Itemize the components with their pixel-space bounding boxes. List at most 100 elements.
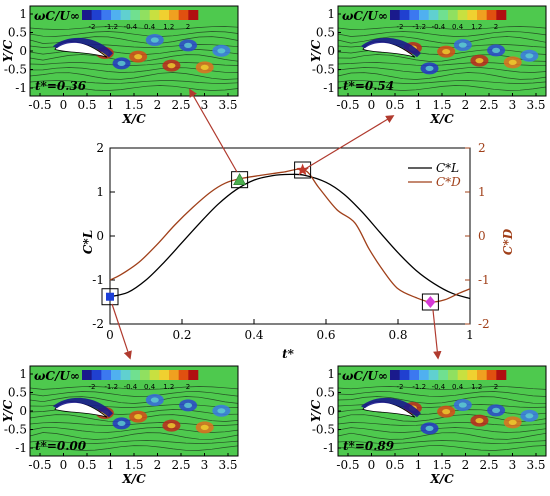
colorbar-swatch [188, 370, 199, 380]
snapshot-time-label: t*=0.00 [35, 439, 87, 453]
snapshot-x-tick-label: -0.5 [28, 458, 51, 472]
colorbar-swatch [486, 370, 497, 380]
vortex-core [117, 60, 126, 66]
vortex-core [508, 59, 517, 65]
streamline [29, 396, 239, 404]
snapshot-x-tick-label: 1.5 [432, 458, 451, 472]
streamline [29, 85, 239, 91]
snapshot-x-tick-label: 3 [201, 98, 209, 112]
streamline [337, 432, 547, 440]
legend-label-cl: C*L [436, 161, 459, 175]
snapshot-y-tick-label: 0 [19, 44, 27, 58]
y-left-axis-label: C*L [81, 230, 95, 254]
x-tick-label: 1 [466, 328, 474, 342]
connector-arrows [111, 88, 442, 360]
colorbar-title: ωC/U∞ [34, 369, 80, 383]
colorbar-swatch [101, 370, 112, 380]
streamline [337, 85, 547, 91]
colorbar-swatch [91, 10, 102, 20]
vortex-core [508, 419, 517, 425]
snapshot-x-tick-label: 0.5 [77, 458, 96, 472]
snapshot-x-tick-label: 0.5 [385, 98, 404, 112]
snapshot-x-tick-label: 0.5 [385, 458, 404, 472]
streamline [337, 72, 547, 80]
x-tick-label: 0.4 [244, 328, 263, 342]
snapshot-panel-t036: ωC/U∞-2 -1.2 -0.4 0.4 1.2 2t*=0.3610.50-0.5-1… [1, 5, 239, 126]
vortex-core [184, 402, 193, 408]
colorbar-tick-label: -2 [397, 383, 404, 391]
snapshot-y-tick-label: -1 [15, 441, 27, 455]
snapshot-y-axis-label: Y/C [1, 39, 15, 62]
snapshot-y-tick-label: 0 [327, 404, 335, 418]
snapshot-y-tick-label: -0.5 [312, 63, 335, 77]
streamline [29, 440, 239, 444]
colorbar-swatch [169, 10, 179, 20]
snapshot-x-axis-label: X/C [121, 112, 146, 126]
vortex-core [475, 58, 484, 64]
snapshot-y-tick-label: 1 [19, 367, 27, 381]
snapshot-y-tick-label: 0.5 [8, 26, 27, 40]
marker-triangle [233, 173, 247, 185]
x-tick-label: 0.6 [316, 328, 335, 342]
colorbar-tick-label: 1.2 [471, 383, 482, 391]
vortex-core [425, 425, 434, 431]
streamline [29, 31, 239, 37]
snapshot-x-tick-label: 2.5 [171, 98, 190, 112]
y-left-tick-label: 1 [96, 185, 104, 199]
colorbar-tick-label: -2 [397, 23, 404, 31]
vortex-core [442, 409, 451, 415]
legend: C*L C*D [408, 161, 461, 189]
snapshot-y-tick-label: 1 [327, 7, 335, 21]
vortex-core [525, 53, 534, 59]
vortex-core [475, 418, 484, 424]
colorbar-swatch [448, 10, 458, 20]
snapshot-x-tick-label: 2 [462, 98, 470, 112]
colorbar-tick-label: 1.2 [163, 23, 174, 31]
vortex-core [200, 424, 209, 430]
colorbar-tick-label: 1.2 [163, 383, 174, 391]
marker-box [421, 293, 439, 311]
snapshot-x-tick-label: 3.5 [218, 458, 237, 472]
marker-star [296, 163, 309, 176]
colorbar-swatch [120, 370, 131, 380]
snapshot-y-tick-label: -0.5 [312, 423, 335, 437]
colorbar-title: ωC/U∞ [342, 9, 388, 23]
snapshot-x-tick-label: 1 [415, 98, 423, 112]
colorbar-swatch [428, 370, 439, 380]
y-right-axis-label: C*D [501, 228, 515, 255]
streamline [337, 36, 547, 44]
colorbar-tick-label: 1.2 [471, 23, 482, 31]
x-axis-label: t* [282, 347, 295, 361]
colorbar-swatch [149, 370, 160, 380]
vortex-core [492, 47, 501, 54]
arrow-to-t054 [304, 115, 395, 170]
snapshot-x-tick-label: 3 [201, 458, 209, 472]
colorbar-swatch [448, 370, 458, 380]
streamline [337, 67, 547, 73]
vortex-core [217, 48, 226, 54]
colorbar-tick-label: -1.2 [104, 383, 118, 391]
colorbar-tick-label: -0.4 [432, 383, 446, 391]
colorbar-tick-label: 0.4 [144, 23, 156, 31]
colorbar-swatch [467, 370, 478, 380]
colorbar-swatch [390, 370, 400, 380]
colorbar-tick-label: -0.4 [124, 383, 138, 391]
colorbar-tick-label: -1.2 [104, 23, 118, 31]
snapshot-y-axis-label: Y/C [309, 399, 323, 422]
y-left-tick-label: 0 [96, 229, 104, 243]
colorbar-tick-label: -0.4 [432, 23, 446, 31]
legend-label-cd: C*D [436, 175, 461, 189]
vortex-core [184, 42, 193, 49]
colorbar-swatch [140, 370, 150, 380]
y-left-tick-label: -1 [92, 273, 104, 287]
colorbar-swatch [496, 10, 507, 20]
snapshot-y-tick-label: 0.5 [8, 386, 27, 400]
snapshot-x-tick-label: 0 [60, 98, 68, 112]
snapshot-x-tick-label: -0.5 [336, 98, 359, 112]
colorbar-swatch [101, 10, 112, 20]
colorbar-swatch [419, 370, 429, 380]
snapshot-time-label: t*=0.36 [35, 79, 87, 93]
colorbar-swatch [486, 10, 497, 20]
